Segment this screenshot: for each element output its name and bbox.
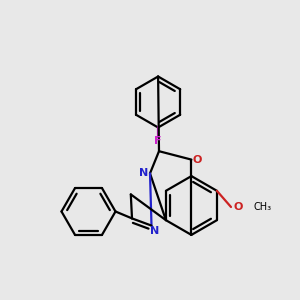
Text: CH₃: CH₃ (254, 202, 272, 212)
Text: O: O (233, 202, 243, 212)
Text: N: N (151, 226, 160, 236)
Text: N: N (139, 168, 148, 178)
Text: F: F (154, 136, 162, 146)
Text: O: O (192, 155, 202, 165)
